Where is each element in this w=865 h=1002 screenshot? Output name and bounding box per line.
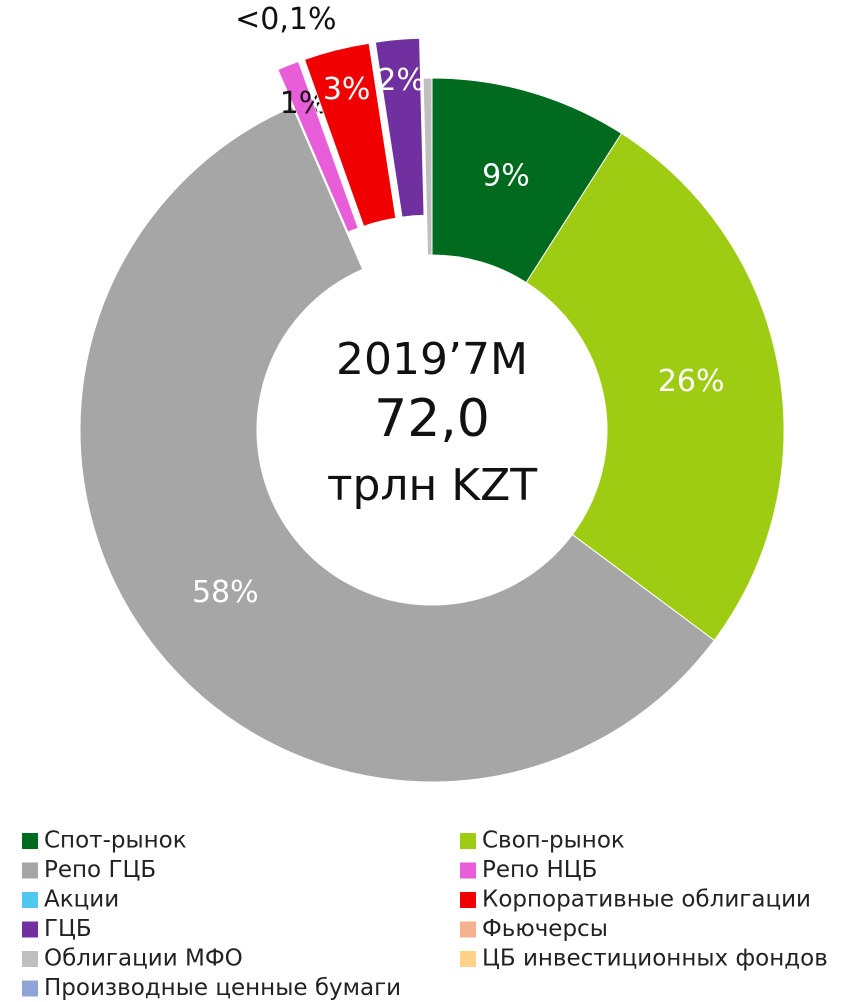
legend-label: ЦБ инвестиционных фондов [482, 946, 828, 972]
legend-label: Корпоративные облигации [482, 887, 811, 913]
legend-swatch [22, 892, 38, 908]
slice-label: 9% [482, 159, 530, 194]
slice [277, 60, 359, 233]
legend-swatch [22, 980, 38, 997]
legend-label: Своп-рынок [482, 828, 625, 854]
legend-swatch [22, 833, 38, 849]
slice [299, 59, 361, 229]
legend-swatch [460, 892, 476, 908]
slice-label: 2% [377, 63, 425, 98]
legend-swatch [22, 862, 38, 879]
legend-label: Фьючерсы [482, 916, 608, 942]
legend-label: Репо НЦБ [482, 857, 597, 883]
legend-label: Облигации МФО [44, 946, 243, 972]
slice-label: 58% [192, 575, 259, 610]
slice [422, 77, 433, 256]
legend-swatch [460, 921, 476, 938]
center-text: трлн KZT [327, 460, 537, 511]
center-text: 72,0 [374, 389, 490, 449]
slice [374, 37, 425, 218]
legend-label: ГЦБ [44, 916, 92, 942]
legend-swatch [22, 921, 38, 938]
slice [79, 106, 715, 783]
legend-swatch [460, 862, 476, 879]
slice-label: 26% [658, 364, 725, 399]
legend-label: Репо ГЦБ [44, 857, 156, 883]
legend-label: Спот-рынок [44, 828, 187, 854]
slice-label: <0,1% [235, 2, 336, 37]
slice [525, 132, 785, 642]
center-text: 2019’7M [336, 334, 528, 385]
slice-label: 3% [323, 72, 371, 107]
legend-label: Акции [44, 887, 119, 913]
legend-swatch [460, 833, 476, 849]
legend-swatch [460, 951, 476, 967]
slice [303, 42, 397, 227]
legend-swatch [22, 951, 38, 967]
legend-label: Производные ценные бумаги [44, 975, 401, 1001]
